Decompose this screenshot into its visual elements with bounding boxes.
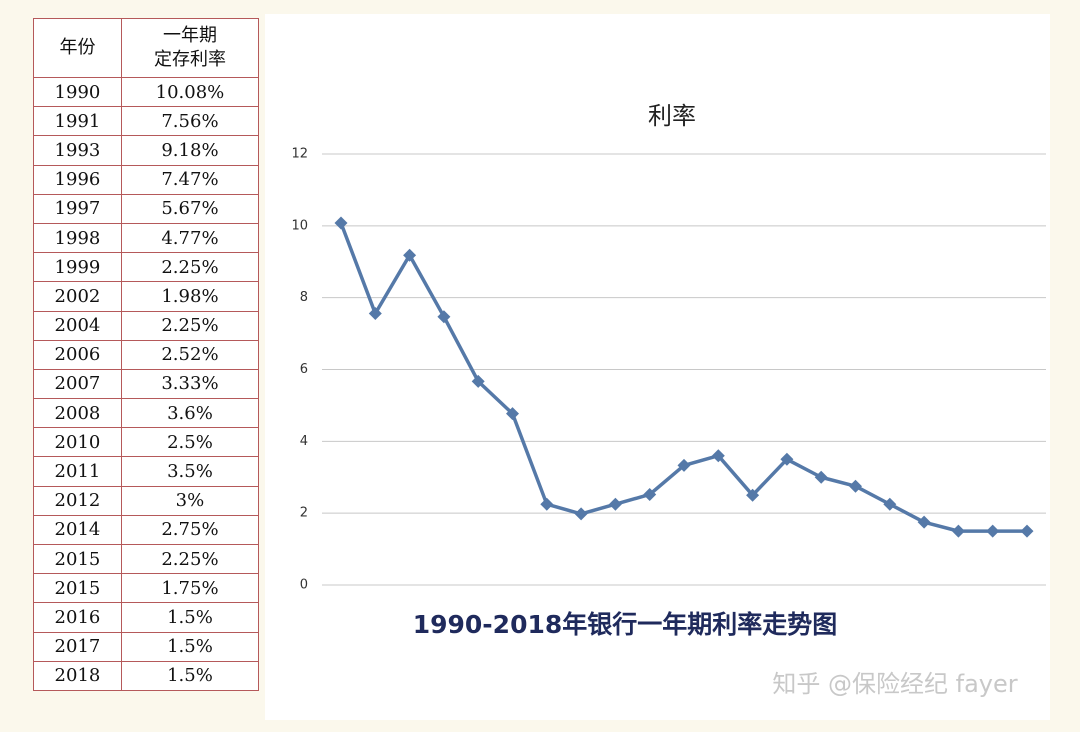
marker [711, 449, 725, 463]
watermark: 知乎 @保险经纪 fayer [772, 670, 1017, 698]
header-line: 年份 [59, 37, 96, 58]
table-row: 2008 3.6% [33, 398, 260, 429]
marker [574, 507, 588, 521]
marker [780, 452, 794, 466]
marker [849, 479, 862, 493]
marker [814, 470, 828, 484]
marker [643, 487, 657, 501]
table-cell: 2007 [33, 368, 122, 400]
rate-table: 年份 一年期 定存利率 1990 10.08% 1991 7.56% 1993 9.18% 199… [33, 18, 260, 691]
marker [1020, 524, 1034, 538]
table-row: 1990 10.08% [33, 76, 260, 108]
table-row: 1991 7.56% [33, 106, 260, 137]
table-row: 1993 9.18% [33, 135, 260, 166]
y-tick-label: 8 [300, 290, 308, 305]
table-cell: 1.5% [120, 660, 260, 691]
table-cell: 5.67% [120, 193, 260, 224]
column-header: 年份 [33, 18, 122, 78]
marker [403, 248, 417, 262]
table-cell: 2.5% [120, 427, 260, 458]
table-cell: 1998 [33, 222, 122, 254]
line [339, 222, 1027, 533]
column-header: 一年期 定存利率 [120, 18, 260, 78]
table-row: 2016 1.5% [33, 602, 260, 633]
y-tick-label: 10 [291, 218, 308, 233]
table-cell: 2.75% [120, 514, 260, 546]
header-line: 一年期 [162, 25, 217, 46]
table-row: 1999 2.25% [33, 252, 260, 283]
marker [506, 407, 519, 421]
table-row: 1996 7.47% [33, 164, 260, 195]
table-row: 2002 1.98% [33, 281, 260, 312]
table-cell: 2002 [33, 281, 122, 312]
table-cell: 2015 [33, 543, 122, 575]
table-cell: 2018 [33, 660, 122, 691]
marker [334, 216, 348, 230]
y-tick-label: 6 [300, 362, 308, 377]
chart-caption: 1990-2018年银行一年期利率走势图 [413, 610, 838, 639]
marker [986, 524, 1000, 538]
marker [368, 306, 382, 320]
y-tick-label: 0 [300, 578, 308, 593]
table-cell: 1.5% [120, 602, 260, 633]
table-row: 2018 1.5% [33, 660, 260, 691]
header-line: 定存利率 [153, 49, 226, 70]
table-cell: 1.5% [120, 631, 260, 662]
marker [608, 497, 622, 511]
chart-panel [265, 14, 1050, 720]
y-tick-label: 4 [300, 434, 308, 449]
table-cell: 2017 [33, 631, 122, 662]
table-cell: 2011 [33, 456, 122, 487]
table-cell: 2006 [33, 339, 122, 370]
marker [677, 458, 691, 472]
marker [917, 515, 931, 529]
table-cell: 1.98% [120, 281, 260, 312]
marker [883, 497, 897, 511]
marker [540, 497, 554, 511]
table-row: 1997 5.67% [33, 193, 260, 224]
table-cell: 2015 [33, 573, 122, 604]
table-cell: 1991 [33, 106, 122, 137]
table-row: 2011 3.5% [33, 456, 260, 487]
marker [471, 374, 485, 388]
chart-title: 利率 [648, 102, 696, 130]
table-cell: 7.56% [120, 106, 260, 137]
table-cell: 1.75% [120, 573, 260, 604]
marker [746, 488, 760, 502]
table-cell: 1993 [33, 135, 122, 166]
table-cell: 2016 [33, 602, 122, 633]
table-row: 2015 1.75% [33, 573, 260, 604]
table-cell: 10.08% [120, 76, 260, 108]
table-cell: 3.6% [120, 398, 260, 429]
table-cell: 2008 [33, 398, 122, 429]
table-cell: 1990 [33, 76, 122, 108]
table-row: 2012 3% [33, 485, 260, 516]
table-cell: 1996 [33, 164, 122, 195]
header-row: 年份 一年期定存利率 [33, 18, 260, 78]
table-cell: 1999 [33, 252, 122, 283]
table-cell: 1997 [33, 193, 122, 224]
table-row: 2017 1.5% [33, 631, 260, 662]
marker [437, 310, 451, 324]
marker [951, 524, 965, 538]
y-tick-label: 2 [300, 506, 308, 521]
table-cell: 3.5% [120, 456, 260, 487]
y-tick-label: 12 [291, 147, 308, 162]
